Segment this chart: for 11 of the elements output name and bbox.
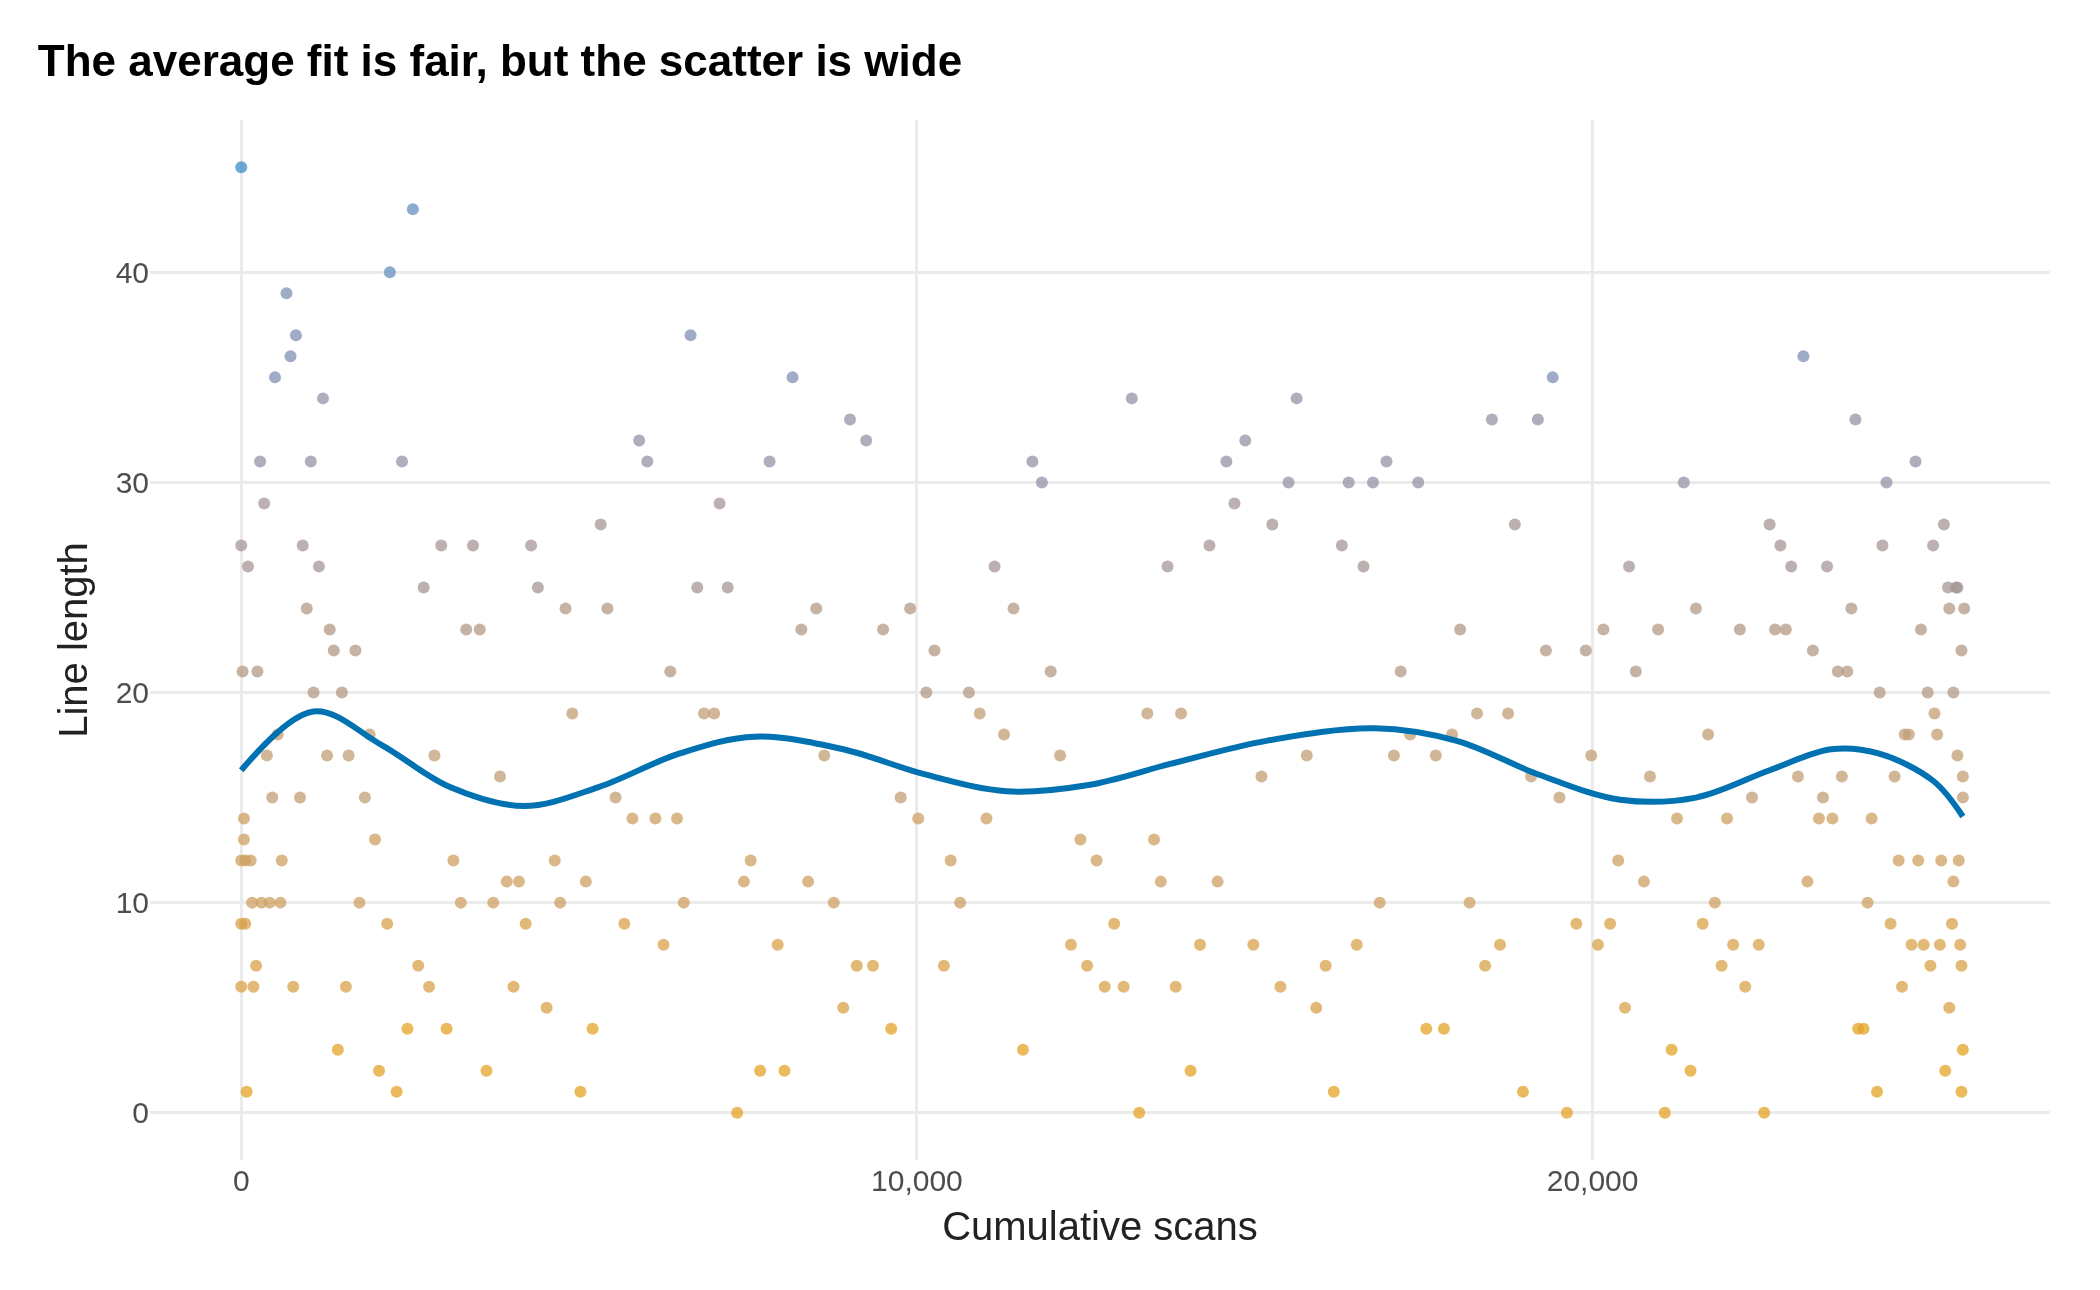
x-tick-label: 0	[232, 1164, 250, 1197]
y-tick-label: 10	[115, 886, 149, 920]
x-axis-title: Cumulative scans	[942, 1203, 1258, 1248]
y-tick-label: 40	[115, 255, 149, 289]
chart-title: The average fit is fair, but the scatter is wide	[37, 35, 963, 85]
y-tick-label: 20	[115, 676, 149, 710]
x-tick-label: 20,000	[1546, 1164, 1639, 1197]
y-axis-title: Line length	[51, 542, 96, 738]
x-tick-label: 10,000	[871, 1164, 963, 1197]
y-tick-label: 0	[132, 1096, 149, 1130]
y-tick-label: 30	[115, 465, 149, 499]
